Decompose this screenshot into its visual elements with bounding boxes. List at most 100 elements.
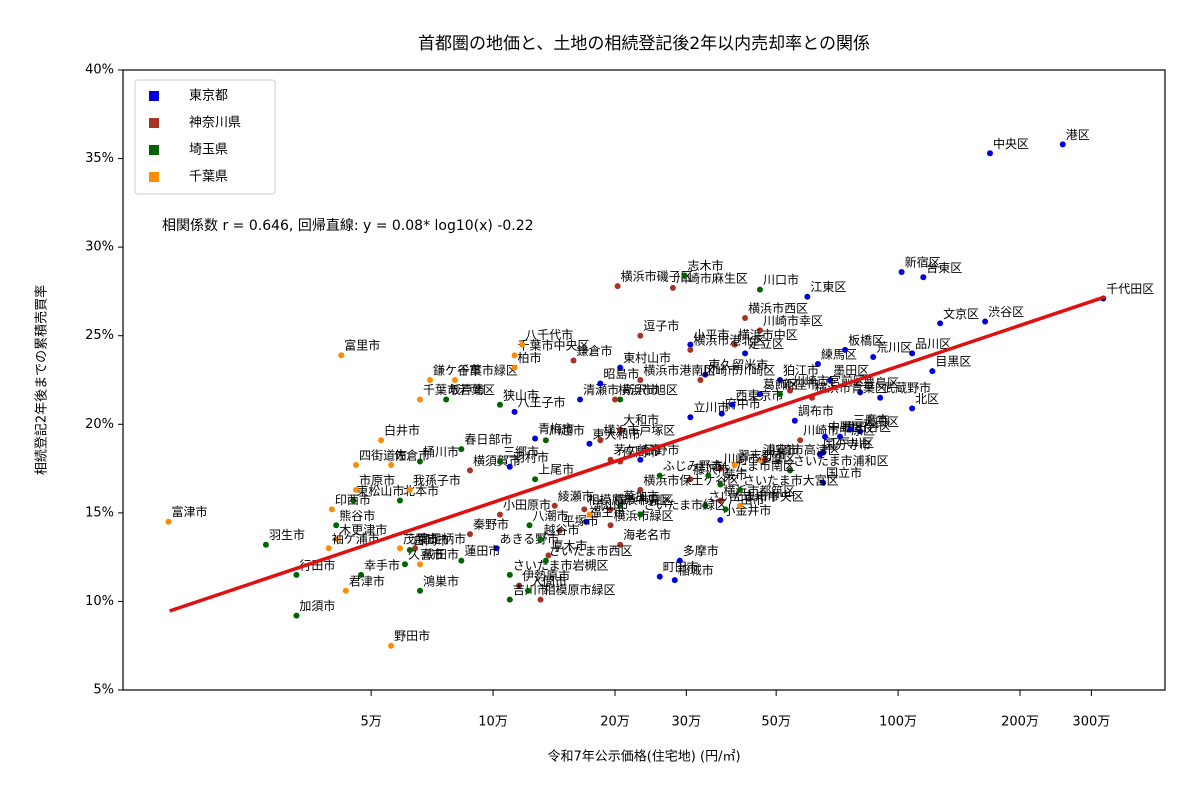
chart-title: 首都圏の地価と、土地の相続登記後2年以内売却率との関係 [418,34,870,54]
point [687,476,694,483]
point-label: 江戸川区 [826,436,874,450]
point-label: 川崎市川崎区 [703,363,775,378]
point-label: 佐倉市 [394,448,430,463]
point [676,557,683,564]
point [525,587,532,594]
point [333,522,340,529]
point [532,435,539,442]
point-label: 行田市 [299,557,335,572]
point-label: 八潮市 [532,508,568,523]
point [702,371,709,378]
point [837,433,844,440]
point [466,467,473,474]
point [637,332,644,339]
point [671,577,678,584]
point-label: 相模原市中央区 [587,492,671,507]
point-label: 昭島市 [603,366,639,381]
point [822,433,829,440]
point-label: 吉川市 [513,582,549,597]
point [396,497,403,504]
point-label: 三郷市 [503,444,539,459]
point-label: 八千代市 [525,327,573,342]
point-label: さいたま市中央区 [708,488,804,503]
point [756,286,763,293]
point-label: 横浜市戸塚区 [603,423,675,438]
point-label: 久喜市 [408,547,444,562]
point-label: 多摩市 [683,543,719,558]
point-label: 日野市 [643,442,679,457]
point [791,417,798,424]
point [607,506,614,513]
point-label: 東久留米市 [708,357,768,372]
point-label: 八王子市 [518,394,566,409]
point [877,394,884,401]
point-label: 新宿区 [905,254,941,269]
point [506,596,513,603]
point [761,456,768,463]
point [731,341,738,348]
point [847,426,854,433]
point [804,293,811,300]
point [466,531,473,538]
point [532,476,539,483]
point [687,414,694,421]
point [496,511,503,518]
point [929,368,936,375]
point-label: 坂戸市 [449,382,485,397]
point [705,472,712,479]
y-tick-label: 10% [85,594,114,609]
point [687,346,694,353]
point [669,284,676,291]
point-label: 渋谷区 [988,305,1024,319]
point [656,472,663,479]
point [617,502,624,509]
point [982,318,989,325]
point-label: 熊谷市 [339,508,375,523]
point-label: 文京区 [943,306,979,321]
point-label: 立川市 [693,400,729,415]
y-axis-label: 相続登記2年後までの累積売買率 [34,285,50,475]
point [506,571,513,578]
point [581,506,588,513]
point-label: 川崎市高津区 [768,442,840,457]
point-label: 大和市 [623,412,659,427]
legend-swatch [149,118,159,128]
point [165,518,172,525]
point-label: 川崎市幸区 [763,313,823,328]
point-label: 江東区 [810,280,846,294]
point-label: 君津市 [349,573,385,588]
point [511,408,518,415]
point-label: 羽生市 [269,527,305,542]
point-label: 秦野市 [473,517,509,532]
x-tick-label: 200万 [1001,715,1039,730]
point [617,426,624,433]
point [736,486,743,493]
point-label: 厚木市 [551,538,587,553]
point-label: 横浜市青葉区 [815,380,887,395]
point [416,561,423,568]
y-tick-label: 25% [85,328,114,343]
legend-label: 神奈川県 [189,116,241,131]
point-label: 柏市 [518,350,542,365]
point [496,458,503,465]
point [909,405,916,412]
point [416,458,423,465]
point-label: 大田区 [863,415,899,429]
point [416,396,423,403]
point-label: 桶川市 [423,444,459,459]
point-label: 相模原市緑区 [544,582,616,597]
point-label: 志木市 [688,258,724,273]
point [537,596,544,603]
x-axis-label: 令和7年公示価格(住宅地) (円/㎡) [547,749,740,765]
point [406,547,413,554]
point [611,396,618,403]
legend-label: 千葉県 [189,170,228,185]
y-tick-label: 40% [85,63,114,78]
point-label: 綾瀬市 [558,488,594,503]
point [909,350,916,357]
point-label: 三鷹市 [853,412,889,427]
point-label: 蕨市 [723,467,747,482]
point-label: 木更津市 [339,522,387,537]
point-label: 港区 [1066,128,1090,142]
